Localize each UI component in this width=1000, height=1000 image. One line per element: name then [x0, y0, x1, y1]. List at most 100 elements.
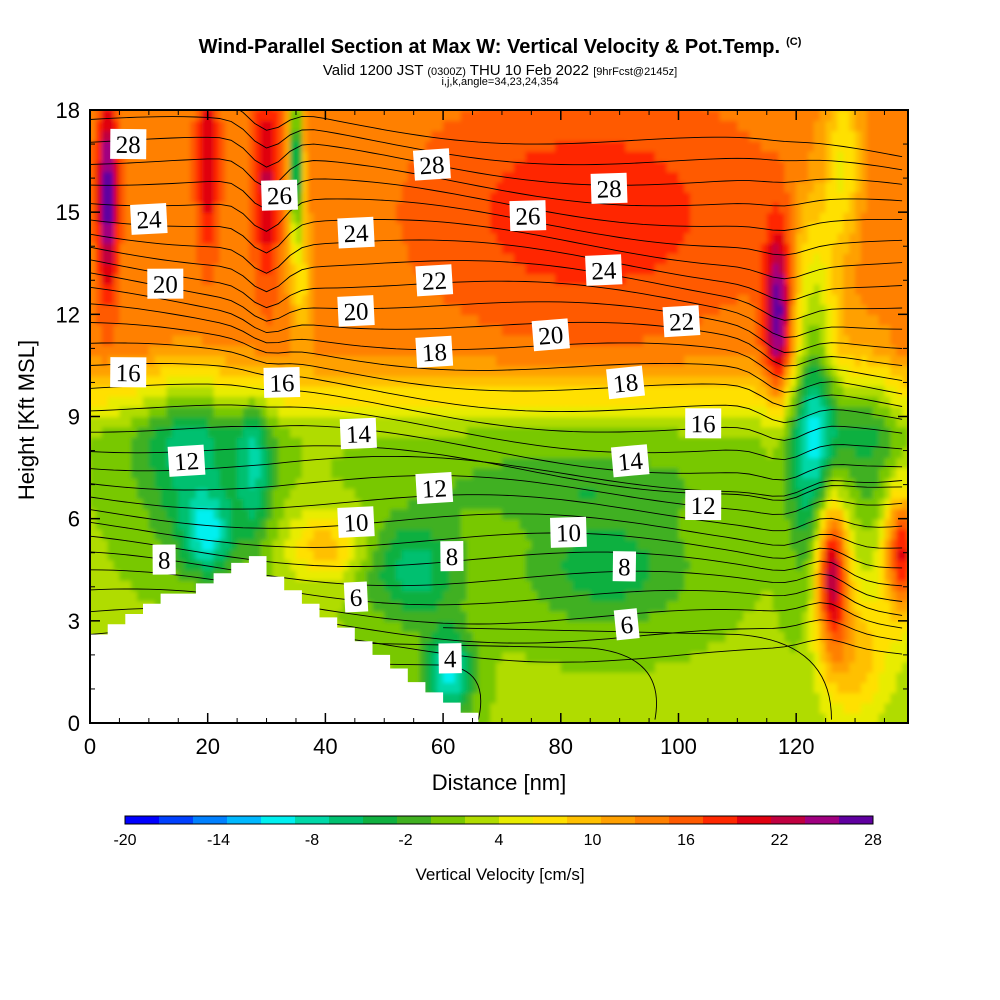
x-tick-label: 80: [549, 734, 573, 759]
colorbar-swatch: [125, 816, 160, 824]
theta-contour-line: [90, 521, 903, 569]
theta-contour-line: [90, 445, 903, 501]
theta-contour-line: [90, 272, 903, 353]
contour-label-box: [612, 551, 637, 582]
contour-label: 8: [612, 551, 637, 582]
contour-label-text: 16: [269, 370, 295, 398]
contour-label-text: 16: [691, 411, 716, 438]
theta-contour-line: [90, 455, 903, 497]
contour-label-box: [685, 408, 722, 439]
colorbar-label: -2: [398, 832, 412, 849]
x-tick-label: 120: [778, 734, 815, 759]
contour-label: 18: [415, 335, 454, 368]
colorbar-label: 10: [584, 832, 602, 849]
x-tick-label: 40: [313, 734, 337, 759]
contour-label-text: 28: [596, 176, 622, 204]
y-tick-label: 15: [56, 200, 80, 225]
contour-label-box: [415, 335, 454, 368]
valid-date: THU 10 Feb 2022: [469, 62, 590, 79]
contour-label-text: 14: [617, 448, 645, 477]
contour-label: 24: [585, 254, 623, 286]
title-tag: (C): [786, 36, 802, 48]
y-tick-label: 9: [68, 405, 80, 430]
colorbar-swatch: [567, 816, 602, 824]
colorbar: -20 -14 -8 -2 4 10 16 22 28: [113, 815, 882, 849]
contour-label-box: [415, 471, 454, 505]
contour-label-box: [337, 216, 375, 249]
axis-ticks: 0 20 40 60 80 100 120 0 3 6 9 12 15 18: [56, 98, 908, 759]
y-axis-title: Height [Kft MSL]: [14, 340, 39, 500]
chart-title: Wind-Parallel Section at Max W: Vertical…: [198, 36, 802, 58]
colorbar-label: 22: [771, 832, 789, 849]
theta-contour-line: [90, 286, 903, 367]
theta-contour-line: [90, 303, 903, 382]
contour-label-box: [590, 172, 628, 204]
contour-label-text: 14: [345, 421, 372, 449]
colorbar-label: -20: [113, 832, 136, 849]
contour-label-text: 16: [116, 360, 141, 387]
colorbar-swatch: [431, 816, 466, 824]
contour-label-box: [412, 148, 451, 181]
x-tick-label: 60: [431, 734, 455, 759]
theta-contour-line: [90, 246, 903, 321]
contour-label-text: 20: [537, 322, 564, 351]
contour-label: 28: [412, 148, 451, 181]
contour-label-text: 8: [446, 544, 459, 571]
contour-label: 10: [337, 506, 375, 538]
colorbar-swatch: [703, 816, 738, 824]
contour-label: 6: [613, 608, 640, 641]
colorbar-swatch: [363, 816, 398, 824]
theta-contour-line: [90, 322, 903, 395]
contour-label-text: 8: [618, 554, 631, 581]
contour-label-text: 24: [136, 206, 163, 234]
theta-contour-line: [90, 494, 903, 532]
colorbar-label: 28: [864, 832, 882, 849]
colorbar-swatch: [499, 816, 534, 824]
contour-label: 14: [610, 444, 650, 478]
colorbar-swatch: [635, 816, 670, 824]
contour-label: 4: [438, 643, 462, 674]
theta-contour-line: [266, 640, 657, 720]
contour-label: 22: [662, 305, 701, 338]
colorbar-swatch: [227, 816, 262, 824]
contour-label-box: [606, 365, 645, 400]
valid-utc: (0300Z): [427, 66, 466, 78]
contour-label: 12: [685, 489, 722, 521]
contour-label-box: [110, 357, 147, 388]
colorbar-label: -8: [305, 832, 319, 849]
contour-label-text: 12: [691, 493, 716, 520]
contour-label: 8: [440, 541, 464, 572]
colorbar-swatch: [465, 816, 500, 824]
section-params: i,j,k,angle=34,23,24,354: [441, 76, 559, 88]
contour-label-text: 12: [173, 448, 200, 477]
colorbar-swatch: [261, 816, 296, 824]
contour-label: 26: [509, 200, 547, 232]
x-tick-label: 20: [195, 734, 219, 759]
contour-label-box: [415, 264, 454, 297]
contour-label-box: [585, 254, 623, 286]
contour-label-text: 6: [619, 612, 634, 640]
contour-label: 28: [110, 128, 147, 160]
valid-time: Valid 1200 JST (0300Z) THU 10 Feb 2022 […: [322, 62, 678, 79]
colorbar-title: Vertical Velocity [cm/s]: [415, 865, 584, 884]
theta-contour-line: [90, 219, 903, 280]
contour-label-text: 20: [343, 298, 369, 326]
terrain: [90, 556, 479, 723]
contour-labels: 4 6 6 8 8 8 10 10 12 12 12 14 14 16 16 16 18 18 20 20 20 22 22…: [110, 128, 722, 674]
colorbar-swatch: [397, 816, 432, 824]
contour-label-box: [110, 128, 147, 160]
contour-label: 26: [261, 179, 298, 211]
colorbar-swatch: [329, 816, 364, 824]
contour-label-box: [261, 179, 298, 211]
contour-label-box: [613, 608, 640, 641]
contour-label-text: 12: [421, 475, 448, 503]
forecast-tag: [9hrFcst@2145z]: [593, 66, 678, 78]
contour-label-text: 8: [158, 547, 171, 574]
contour-label-box: [337, 295, 375, 327]
contour-label: 18: [606, 365, 645, 400]
contour-label-box: [550, 516, 587, 548]
colorbar-swatch: [193, 816, 228, 824]
contour-label-text: 20: [153, 272, 178, 299]
colorbar-label: 4: [495, 832, 504, 849]
